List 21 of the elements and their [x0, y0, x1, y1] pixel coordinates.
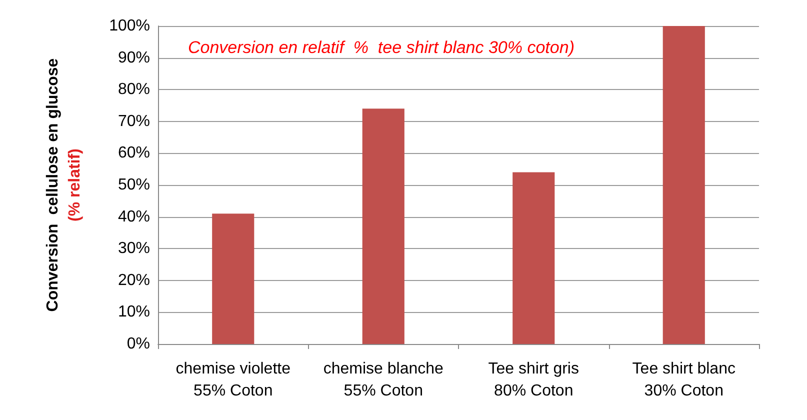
y-tick-label: 90%: [118, 49, 150, 66]
y-axis-title: Conversion cellulose en glucose (% relatif): [44, 58, 84, 312]
x-tick-label: Tee shirt blanc 30% Coton: [632, 360, 736, 400]
y-tick-label: 0%: [126, 336, 150, 352]
bar: [362, 108, 404, 344]
y-tick-label: 40%: [118, 208, 150, 226]
y-tick-label: 70%: [118, 112, 150, 130]
y-tick-label: 30%: [118, 240, 150, 258]
bar: [212, 214, 254, 344]
y-tick-label: 100%: [109, 18, 150, 34]
y-tick-label: 10%: [118, 304, 150, 321]
bar: [662, 26, 705, 344]
y-tick-label: 20%: [118, 272, 150, 289]
x-tick-label: Tee shirt gris 80% Coton: [488, 360, 579, 400]
bar: [512, 172, 555, 344]
y-tick-label: 60%: [118, 144, 150, 162]
x-tick-label: chemise violette 55% Coton: [176, 360, 291, 400]
x-tick-label: chemise blanche 55% Coton: [323, 360, 444, 400]
y-tick-label: 50%: [118, 176, 150, 194]
annotation: Conversion en relatif % tee shirt blanc 30% coton): [188, 38, 574, 57]
y-tick-label: 80%: [118, 81, 150, 98]
